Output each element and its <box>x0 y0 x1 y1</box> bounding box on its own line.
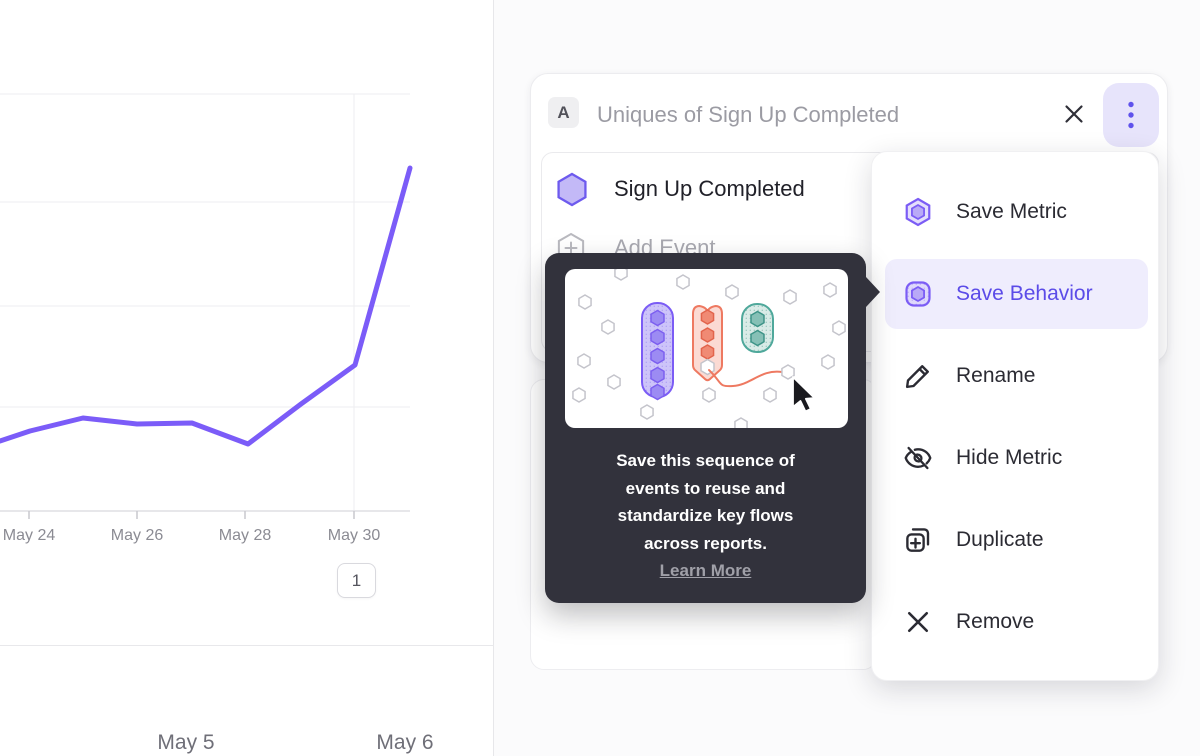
learn-more-link[interactable]: Learn More <box>659 561 752 580</box>
save-behavior-icon <box>905 279 931 309</box>
metric-title: Uniques of Sign Up Completed <box>597 102 900 127</box>
save-metric-icon <box>903 197 933 227</box>
close-icon <box>1065 105 1083 123</box>
close-button[interactable] <box>1057 97 1091 131</box>
coral-ribbon-group <box>692 306 723 382</box>
chart-panel: May 24 May 26 May 28 May 30 1 May 5 May … <box>0 0 494 756</box>
purple-event-group <box>641 302 674 400</box>
event-hexagon-icon <box>555 172 589 207</box>
pencil-icon <box>905 365 929 389</box>
x-axis-label: May 24 <box>2 527 56 544</box>
bottom-chart-x-label: May 5 <box>157 731 215 754</box>
series-line <box>0 165 413 447</box>
teal-event-group <box>741 303 774 353</box>
add-event-icon <box>555 232 587 264</box>
menu-item-save-metric[interactable]: Save Metric <box>885 177 1148 247</box>
tooltip-text: Save this sequence of events to reuse an… <box>616 451 795 580</box>
event-label: Sign Up Completed <box>614 176 805 201</box>
sequence-illustration <box>565 269 848 428</box>
kebab-icon <box>1128 101 1134 129</box>
eye-off-icon <box>904 446 932 470</box>
menu-item-rename[interactable]: Rename <box>885 341 1148 411</box>
more-options-button[interactable] <box>1103 83 1159 147</box>
event-row-sign-up-completed[interactable]: Sign Up Completed <box>555 166 805 212</box>
sequence-illustration-svg <box>565 269 848 428</box>
x-axis-ticks <box>28 511 355 519</box>
tooltip-arrow <box>866 277 880 307</box>
x-icon <box>907 611 929 633</box>
menu-item-save-behavior[interactable]: Save Behavior <box>885 259 1148 329</box>
line-chart <box>0 93 413 519</box>
section-divider <box>0 645 494 646</box>
bottom-chart-x-label: May 6 <box>376 731 434 754</box>
duplicate-icon <box>906 528 930 552</box>
context-menu: Save Metric Save Behavior Rename Hide Me… <box>871 151 1159 681</box>
metric-letter-badge: A <box>548 97 579 128</box>
x-axis-label: May 26 <box>110 527 164 544</box>
x-axis-label: May 30 <box>327 527 381 544</box>
menu-item-hide-metric[interactable]: Hide Metric <box>885 423 1148 493</box>
menu-item-duplicate[interactable]: Duplicate <box>885 505 1148 575</box>
menu-item-remove[interactable]: Remove <box>885 587 1148 657</box>
cursor-icon <box>792 376 816 413</box>
connector-curve <box>708 369 783 388</box>
pagination-button[interactable]: 1 <box>337 563 376 598</box>
x-axis-label: May 28 <box>218 527 272 544</box>
chart-gridlines <box>0 93 410 511</box>
save-behavior-tooltip: Save this sequence of events to reuse an… <box>545 253 880 603</box>
